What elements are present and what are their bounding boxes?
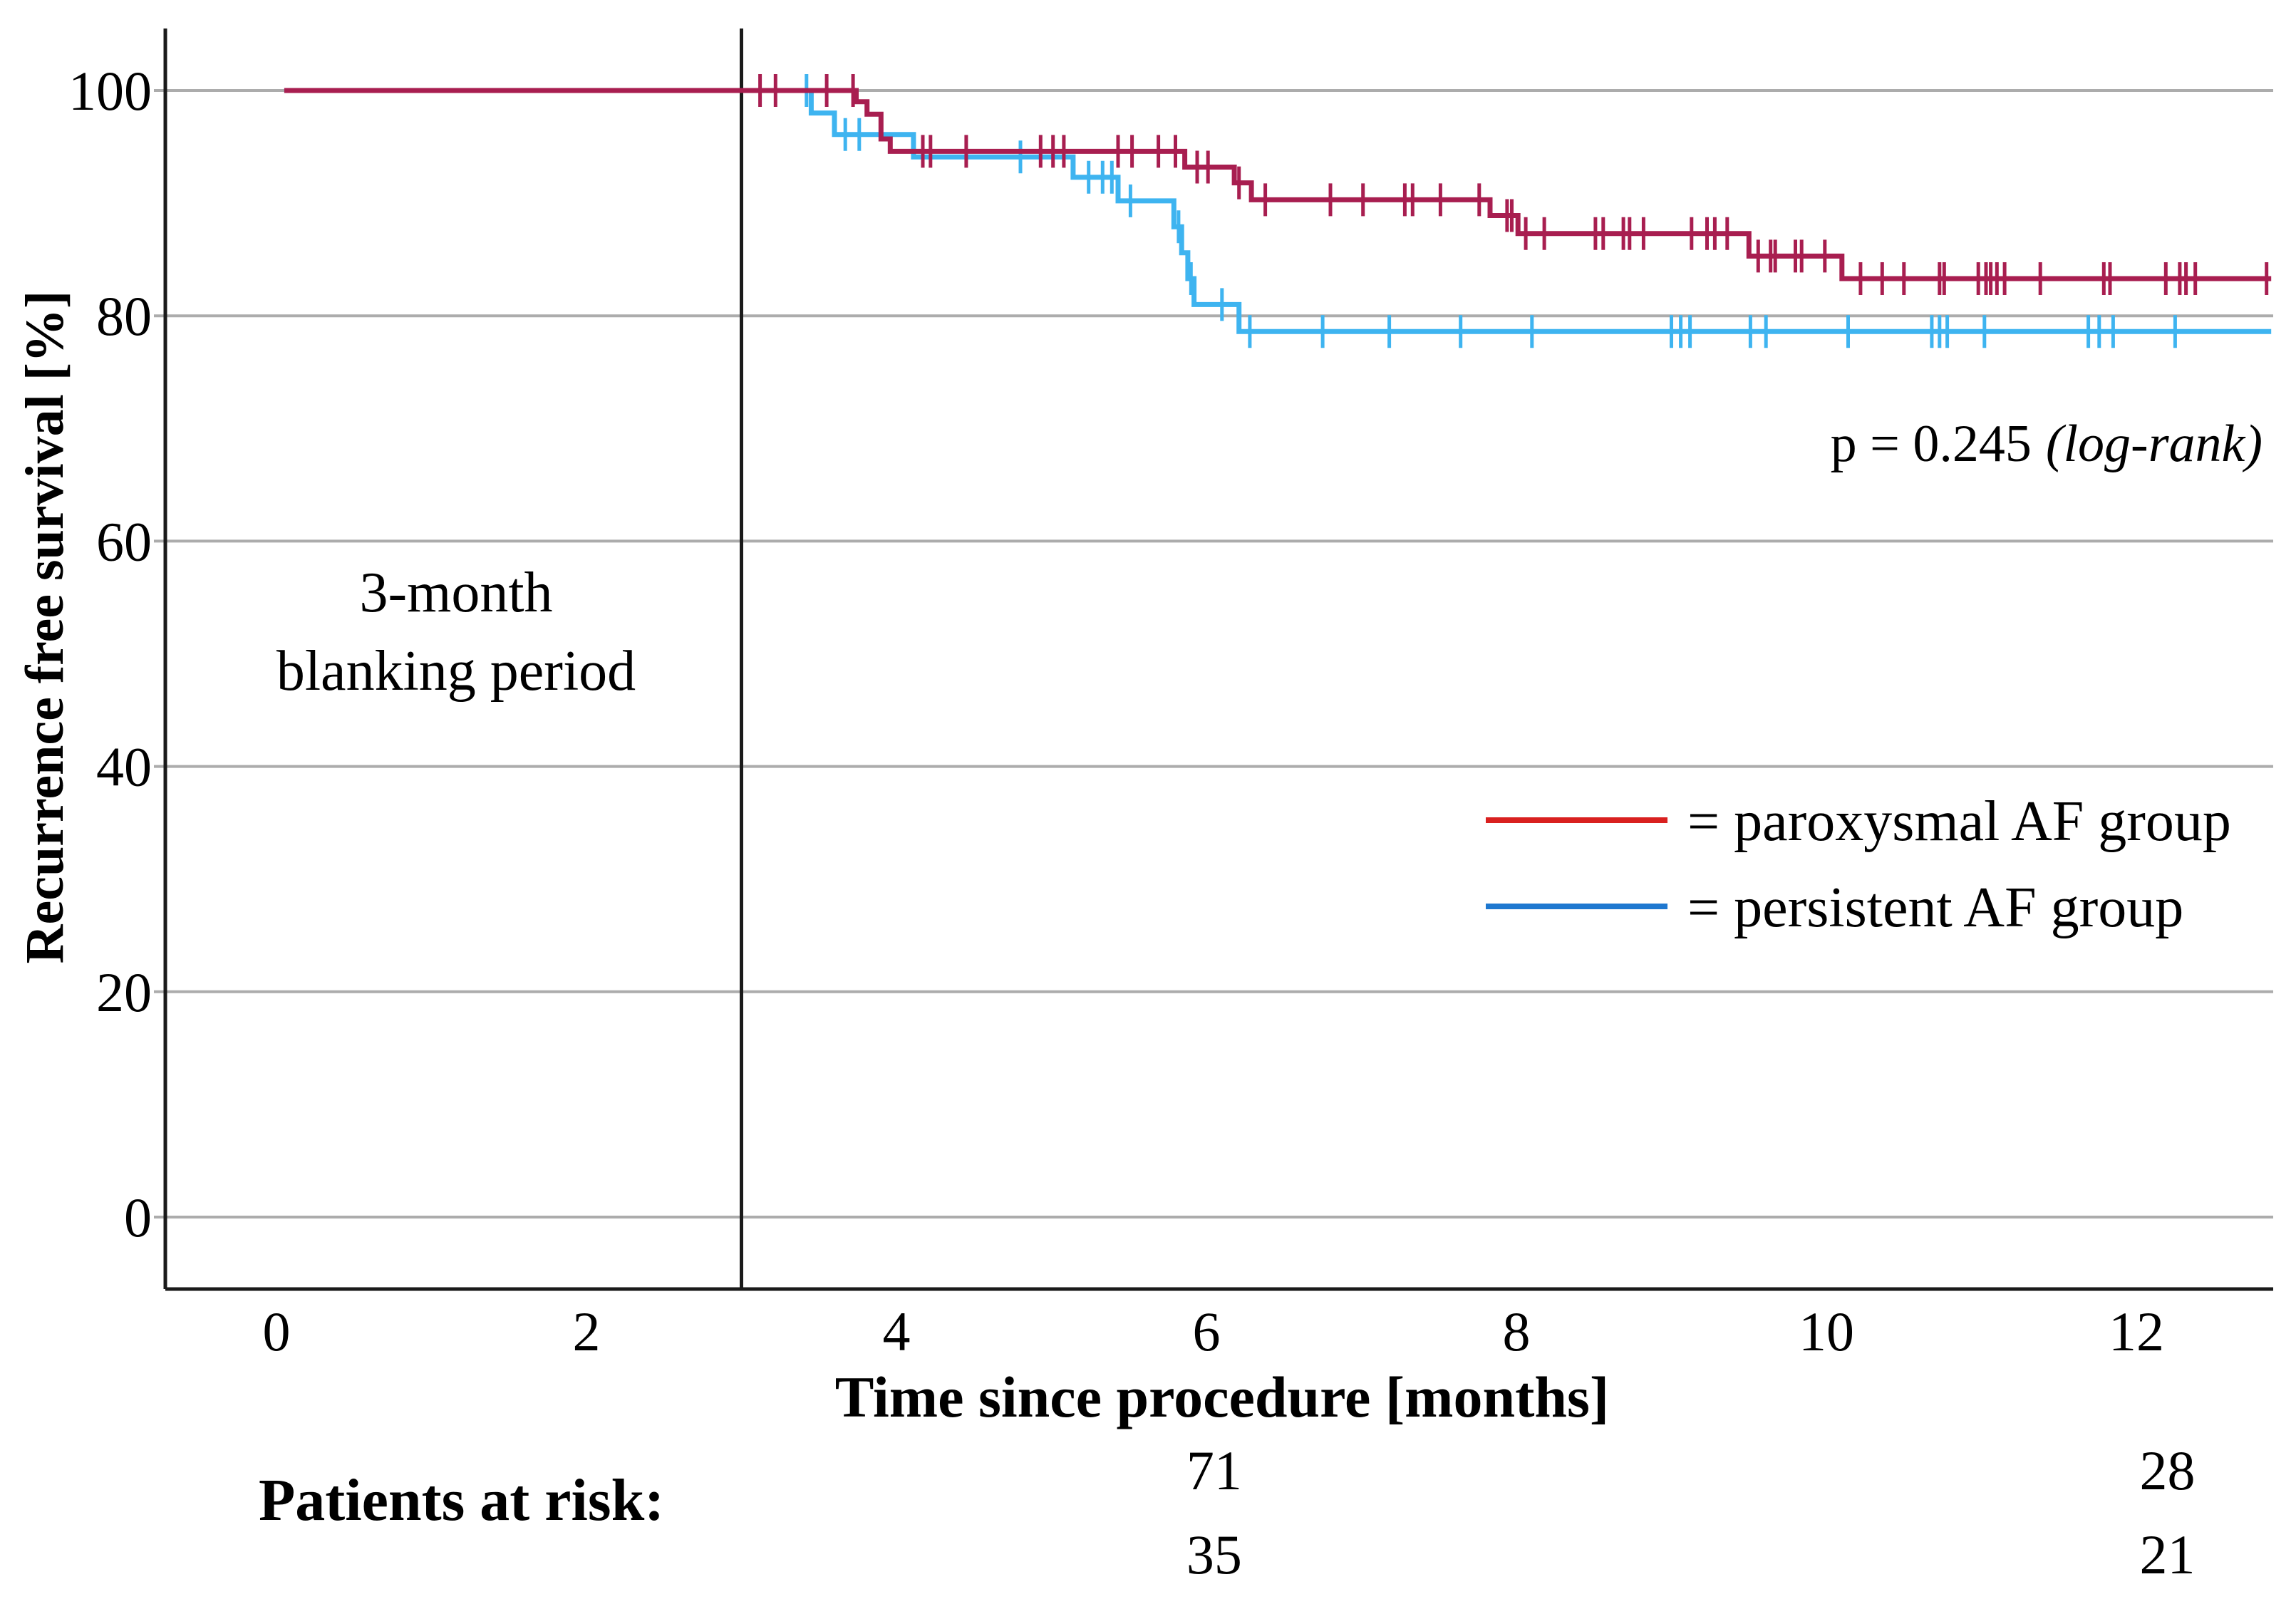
p-value-method-text: (log-rank): [2046, 415, 2263, 473]
x-tick-label-2: 2: [573, 1300, 601, 1362]
p-value-annotation: p = 0.245 (log-rank): [1831, 415, 2263, 473]
x-tick-label-12: 12: [2109, 1300, 2164, 1362]
risk-count-paroxysmal-col1: 71: [1186, 1439, 1242, 1501]
y-tick-label-100: 100: [68, 60, 152, 122]
y-tick-label-60: 60: [96, 510, 152, 572]
p-value-text: p = 0.245: [1831, 415, 2032, 473]
legend-paroxysmal-label: = paroxysmal AF group: [1687, 790, 2231, 853]
x-tick-label-8: 8: [1503, 1300, 1531, 1362]
series-curves: [284, 74, 2272, 348]
blanking-label-line2: blanking period: [276, 640, 636, 703]
legend-persistent-label: = persistent AF group: [1687, 876, 2183, 939]
x-tick-labels: 0 2 4 6 8 10 12: [263, 1300, 2165, 1362]
y-tick-label-0: 0: [124, 1186, 152, 1248]
km-curve-persistent-AF-group: [284, 88, 2272, 334]
y-axis-title: Recurrence free survival [%]: [15, 291, 75, 964]
x-tick-label-6: 6: [1193, 1300, 1221, 1362]
y-tick-label-20: 20: [96, 961, 152, 1023]
blanking-label-line1: 3-month: [359, 562, 552, 624]
km-curve-paroxysmal-AF-group: [284, 88, 2272, 281]
patients-at-risk: Patients at risk: 71 35 28 21: [259, 1439, 2196, 1585]
x-tick-label-4: 4: [883, 1300, 911, 1362]
x-axis-title: Time since procedure [months]: [835, 1365, 1609, 1429]
y-tick-labels: 0 20 40 60 80 100: [68, 60, 152, 1248]
risk-count-paroxysmal-col2: 28: [2140, 1439, 2196, 1501]
x-tick-label-0: 0: [263, 1300, 291, 1362]
risk-count-persistent-col2: 21: [2140, 1523, 2196, 1585]
legend: = paroxysmal AF group = persistent AF gr…: [1486, 790, 2231, 939]
x-tick-label-10: 10: [1799, 1300, 1854, 1362]
risk-count-persistent-col1: 35: [1186, 1523, 1242, 1585]
y-tick-label-40: 40: [96, 736, 152, 798]
patients-at-risk-label: Patients at risk:: [259, 1467, 664, 1533]
patients-at-risk-numbers: 71 35 28 21: [1186, 1439, 2196, 1585]
y-tick-label-80: 80: [96, 285, 152, 347]
